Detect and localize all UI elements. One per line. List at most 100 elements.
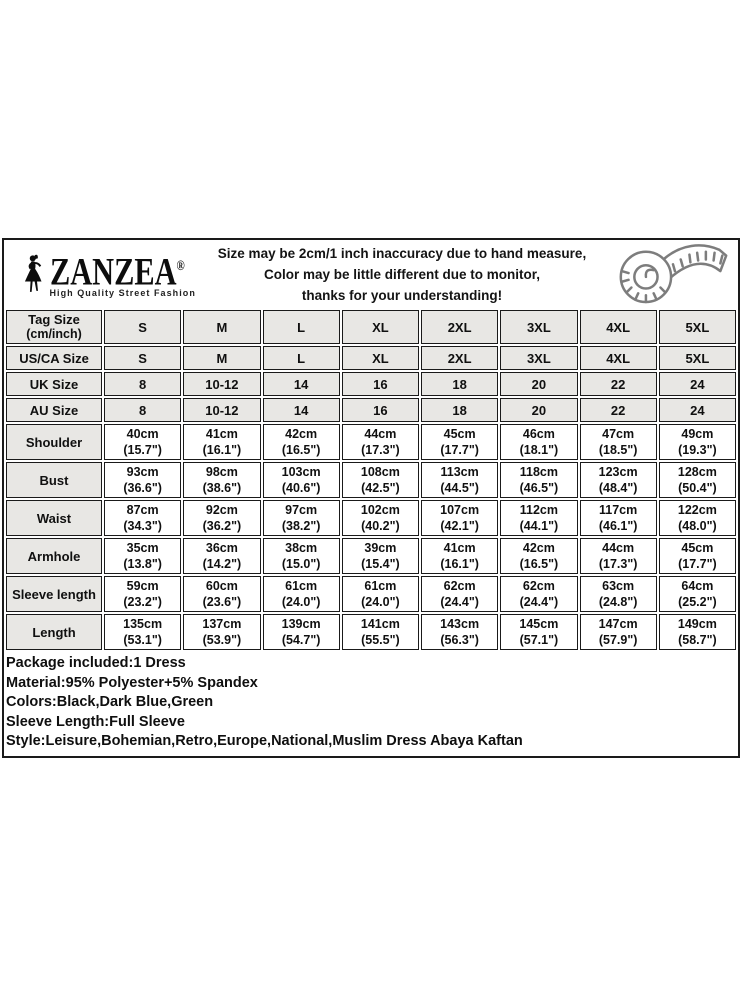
table-row: Bust 93cm (36.6") 98cm (38.6") 103cm (40.6"… [6, 462, 736, 498]
measure-cell: 38cm (15.0") [262, 538, 340, 574]
measure-cell: 36cm (14.2") [183, 538, 261, 574]
measure-cell: 59cm (23.2") [104, 576, 182, 612]
size-cell: 18 [421, 398, 499, 422]
measure-cell: 135cm (53.1") [104, 614, 182, 650]
size-cell: 24 [658, 372, 736, 396]
size-cell: S [104, 346, 182, 370]
row-label: Sleeve length [6, 576, 102, 612]
size-cell: 2XL [421, 346, 499, 370]
disclaimer-line: Color may be little different due to mon… [263, 266, 541, 282]
size-cell: 22 [579, 398, 657, 422]
table-row: Sleeve length 59cm (23.2") 60cm (23.6") 61… [6, 576, 736, 612]
row-label: US/CA Size [6, 346, 102, 370]
measure-cell: 147cm (57.9") [579, 614, 657, 650]
size-cell: 20 [500, 372, 578, 396]
brand-tagline: High Quality Street Fashion [49, 287, 196, 298]
measure-cell: 139cm (54.7") [262, 614, 340, 650]
detail-line-material: Material:95% Polyester+5% Spandex [6, 674, 258, 691]
measure-cell: 35cm (13.8") [104, 538, 182, 574]
row-label: Bust [6, 462, 102, 498]
size-cell: XL [341, 346, 419, 370]
table-row: Armhole 35cm (13.8") 36cm (14.2") 38cm (15.… [6, 538, 736, 574]
size-cell: 16 [341, 398, 419, 422]
size-cell: 10-12 [183, 398, 261, 422]
measure-cell: 64cm (25.2") [658, 576, 736, 612]
measure-cell: 137cm (53.9") [183, 614, 261, 650]
measure-cell: 41cm (16.1") [183, 424, 261, 460]
row-label: Shoulder [6, 424, 102, 460]
measure-cell: 42cm (16.5") [262, 424, 340, 460]
measure-cell: 117cm (46.1") [579, 500, 657, 536]
detail-line-package: Package included:1 Dress [6, 655, 186, 671]
measure-cell: 145cm (57.1") [500, 614, 578, 650]
measure-cell: 103cm (40.6") [262, 462, 340, 498]
size-cell: M [183, 310, 261, 344]
measure-cell: 60cm (23.6") [183, 576, 261, 612]
size-cell: L [262, 346, 340, 370]
table-row: Length 135cm (53.1") 137cm (53.9") 139cm (5… [6, 614, 736, 650]
measure-cell: 141cm (55.5") [341, 614, 419, 650]
row-label: AU Size [6, 398, 102, 422]
measure-cell: 44cm (17.3") [579, 538, 657, 574]
measure-cell: 45cm (17.7") [658, 538, 736, 574]
measure-cell: 107cm (42.1") [421, 500, 499, 536]
size-cell: 4XL [579, 346, 657, 370]
table-row: US/CA Size S M L XL 2XL 3XL 4XL 5XL [6, 346, 736, 370]
size-cell: L [262, 310, 340, 344]
measure-cell: 39cm (15.4") [341, 538, 419, 574]
measure-cell: 49cm (19.3") [658, 424, 736, 460]
measure-cell: 47cm (18.5") [579, 424, 657, 460]
row-label: Armhole [6, 538, 102, 574]
size-cell: 18 [421, 372, 499, 396]
measure-cell: 41cm (16.1") [421, 538, 499, 574]
size-cell: 5XL [658, 346, 736, 370]
measure-cell: 87cm (34.3") [104, 500, 182, 536]
measure-cell: 149cm (58.7") [658, 614, 736, 650]
size-cell: 24 [658, 398, 736, 422]
measure-cell: 98cm (38.6") [183, 462, 261, 498]
measure-cell: 123cm (48.4") [579, 462, 657, 498]
measure-cell: 62cm (24.4") [500, 576, 578, 612]
measure-cell: 108cm (42.5") [341, 462, 419, 498]
measure-cell: 93cm (36.6") [104, 462, 182, 498]
measuring-tape-icon [619, 244, 728, 304]
size-cell: 4XL [579, 310, 657, 344]
size-cell: M [183, 346, 261, 370]
measure-disclaimer: Size may be 2cm/1 inch inaccuracy due to… [196, 243, 608, 306]
product-details: Package included:1 Dress Material:95% Po… [4, 652, 738, 756]
table-row: Shoulder 40cm (15.7") 41cm (16.1") 42cm (16… [6, 424, 736, 460]
size-cell: XL [341, 310, 419, 344]
size-cell: 14 [262, 372, 340, 396]
row-label: UK Size [6, 372, 102, 396]
registered-mark: ® [176, 256, 185, 274]
measure-cell: 128cm (50.4") [658, 462, 736, 498]
brand-lockup: ZANZEA® High Quality Street Fashion [50, 251, 197, 298]
measure-cell: 61cm (24.0") [341, 576, 419, 612]
brand-logo: ZANZEA® High Quality Street Fashion [4, 244, 196, 304]
size-cell: 5XL [658, 310, 736, 344]
size-cell: 14 [262, 398, 340, 422]
measure-cell: 92cm (36.2") [183, 500, 261, 536]
measure-cell: 46cm (18.1") [500, 424, 578, 460]
row-label-line: (cm/inch) [26, 327, 82, 341]
measure-cell: 112cm (44.1") [500, 500, 578, 536]
size-cell: 16 [341, 372, 419, 396]
row-label: Tag Size (cm/inch) [6, 310, 102, 344]
detail-line-colors: Colors:Black,Dark Blue,Green [6, 694, 214, 710]
table-row: UK Size 8 10-12 14 16 18 20 22 24 [6, 372, 736, 396]
size-cell: 20 [500, 398, 578, 422]
detail-line-sleeve: Sleeve Length:Full Sleeve [6, 713, 185, 730]
size-chart-table: Tag Size (cm/inch) S M L XL 2XL 3XL 4XL 5… [4, 308, 738, 652]
size-cell: 2XL [421, 310, 499, 344]
table-row: AU Size 8 10-12 14 16 18 20 22 24 [6, 398, 736, 422]
table-row: Tag Size (cm/inch) S M L XL 2XL 3XL 4XL 5… [6, 310, 736, 344]
measure-cell: 97cm (38.2") [262, 500, 340, 536]
tape-icon-wrap [608, 242, 738, 306]
row-label: Waist [6, 500, 102, 536]
size-cell: 8 [104, 398, 182, 422]
size-cell: 8 [104, 372, 182, 396]
row-label: Length [6, 614, 102, 650]
table-row: Waist 87cm (34.3") 92cm (36.2") 97cm (38.2"… [6, 500, 736, 536]
measure-cell: 122cm (48.0") [658, 500, 736, 536]
